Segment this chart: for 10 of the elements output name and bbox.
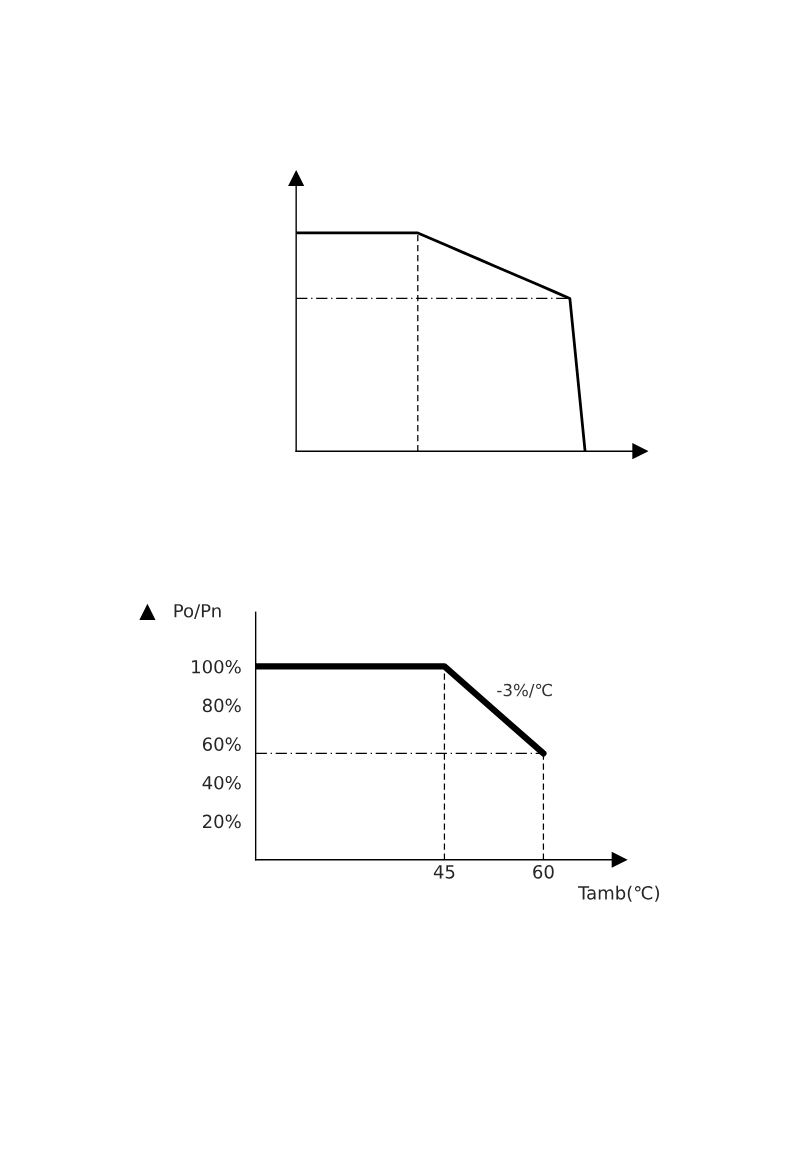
annotation: -3%/℃ — [497, 683, 552, 698]
y-tick-label: 40% — [202, 775, 241, 790]
y-axis-title: Po/Pn — [174, 604, 221, 619]
y-tick-label: 60% — [202, 737, 241, 751]
x-axis-title: Tamb(℃) — [578, 885, 660, 902]
y-tick-label: 100% — [192, 659, 241, 674]
x-tick-label: 45 — [433, 865, 455, 879]
x-tick-label: 60 — [533, 864, 554, 879]
y-tick-label: 20% — [202, 814, 241, 829]
y-tick-label: 80% — [202, 698, 241, 713]
